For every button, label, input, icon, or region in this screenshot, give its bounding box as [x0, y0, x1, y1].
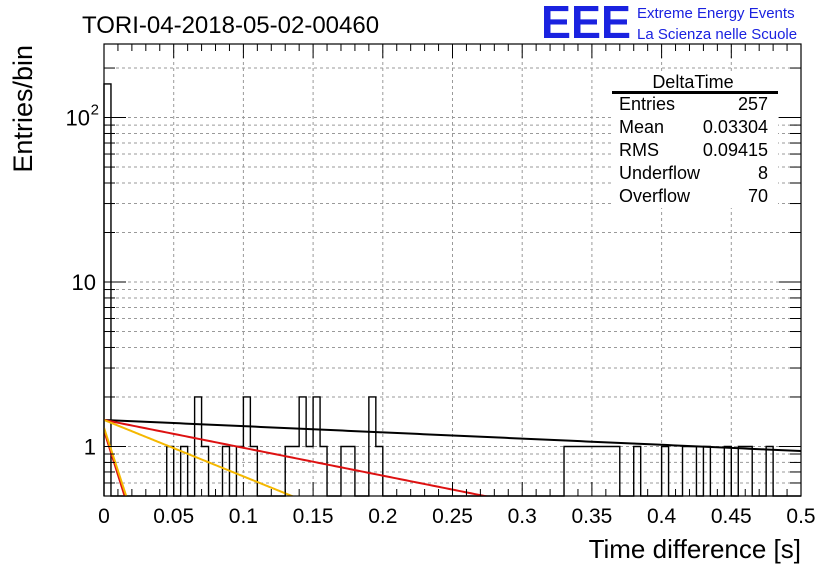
- fit-curves: [104, 418, 801, 496]
- y-axis-title: Entries/bin: [8, 45, 38, 173]
- fit-curve: [104, 418, 490, 496]
- y-tick-label: 10: [66, 106, 90, 131]
- chart-title: TORI-04-2018-05-02-00460: [82, 12, 379, 39]
- x-axis-title: Time difference [s]: [589, 534, 801, 564]
- stats-label-entries: Entries: [619, 94, 675, 114]
- x-tick-label: 0.3: [508, 505, 537, 528]
- x-tick-label: 0.45: [711, 505, 752, 528]
- fit-curve: [104, 427, 128, 496]
- stats-value-rms: 0.09415: [703, 140, 768, 160]
- x-tick-label: 0.5: [786, 505, 815, 528]
- stats-box: DeltaTime Entries 257 Mean 0.03304 RMS 0…: [612, 72, 778, 208]
- y-tick-exponent: 2: [91, 102, 99, 119]
- stats-label-mean: Mean: [619, 117, 664, 137]
- y-tick-label: 10: [72, 270, 96, 295]
- stats-box-title: DeltaTime: [652, 72, 733, 92]
- stats-label-rms: RMS: [619, 140, 659, 160]
- stats-label-overflow: Overflow: [619, 186, 691, 206]
- y-tick-label: 1: [84, 434, 96, 459]
- stats-box-background: [612, 72, 778, 208]
- eee-logo: EEE: [541, 0, 631, 48]
- axes: 0 0.05 0.1 0.15 0.2 0.25 0.3 0.35 0.4 0.45 0.5 1 10 1…: [66, 43, 816, 528]
- stats-value-underflow: 8: [758, 163, 768, 183]
- stats-value-entries: 257: [738, 94, 768, 114]
- x-tick-label: 0.25: [432, 505, 473, 528]
- grid: [104, 44, 801, 497]
- x-tick-label: 0.35: [571, 505, 612, 528]
- x-tick-label: 0.2: [368, 505, 397, 528]
- fit-curve: [104, 419, 295, 496]
- plot-frame: [103, 43, 802, 497]
- x-tick-label: 0.4: [647, 505, 677, 528]
- stats-label-underflow: Underflow: [619, 163, 701, 183]
- brand-line-2: La Scienza nelle Scuole: [637, 26, 797, 43]
- stats-value-mean: 0.03304: [703, 117, 768, 137]
- x-tick-label: 0: [98, 505, 110, 528]
- x-tick-label: 0.1: [229, 505, 258, 528]
- x-tick-label: 0.15: [293, 505, 334, 528]
- stats-value-overflow: 70: [748, 186, 768, 206]
- brand-line-1: Extreme Energy Events: [637, 5, 795, 22]
- fit-curve: [104, 418, 801, 453]
- x-tick-label: 0.05: [153, 505, 194, 528]
